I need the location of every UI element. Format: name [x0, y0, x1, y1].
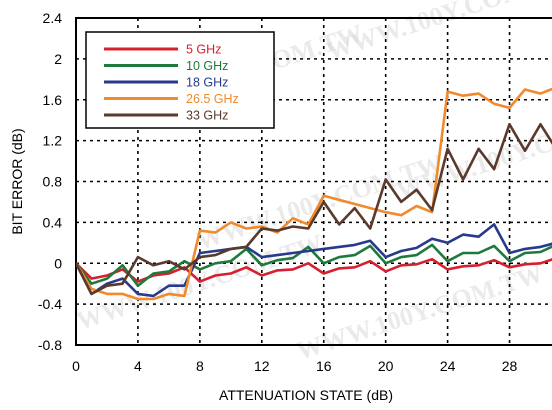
x-tick-label: 12 — [254, 358, 270, 374]
y-tick-label: -0.4 — [38, 296, 62, 312]
legend-label: 5 GHz — [186, 43, 221, 57]
series-line — [76, 223, 552, 298]
x-axis-title: ATTENUATION STATE (dB) — [219, 387, 393, 403]
series-line — [76, 87, 552, 301]
y-tick-label: 0 — [54, 255, 62, 271]
series-lines — [76, 87, 552, 301]
series-line — [76, 243, 552, 288]
series-line — [76, 257, 552, 283]
y-tick-label: 2 — [54, 51, 62, 67]
legend-label: 33 GHz — [186, 109, 228, 123]
y-tick-label: 1.6 — [43, 92, 63, 108]
y-tick-label: 1.2 — [43, 133, 63, 149]
y-axis: -0.8 -0.4 0 0.4 0.8 1.2 1.6 2 2.4 — [38, 10, 62, 353]
x-tick-label: 28 — [502, 358, 518, 374]
y-tick-label: -0.8 — [38, 337, 62, 353]
y-tick-label: 0.4 — [43, 214, 63, 230]
legend-label: 10 GHz — [186, 59, 228, 73]
series-line — [76, 123, 552, 296]
watermark-text: WWW.100Y.COM.TW — [323, 0, 552, 66]
x-tick-label: 8 — [196, 358, 204, 374]
legend: 5 GHz 10 GHz 18 GHz 26.5 GHz 33 GHz — [85, 31, 275, 129]
legend-label: 26.5 GHz — [186, 92, 239, 106]
legend-label: 18 GHz — [186, 76, 228, 90]
x-tick-label: 24 — [440, 358, 456, 374]
watermark-text: WWW.100Y.COM.TW — [293, 259, 547, 366]
y-tick-label: 2.4 — [43, 10, 63, 26]
x-tick-label: 16 — [316, 358, 332, 374]
x-tick-label: 0 — [72, 358, 80, 374]
x-tick-label: 20 — [378, 358, 394, 374]
x-tick-label: 4 — [134, 358, 142, 374]
y-axis-title: BIT ERROR (dB) — [9, 128, 25, 234]
x-axis: 0 4 8 12 16 20 24 28 — [72, 358, 517, 374]
y-tick-label: 0.8 — [43, 174, 63, 190]
